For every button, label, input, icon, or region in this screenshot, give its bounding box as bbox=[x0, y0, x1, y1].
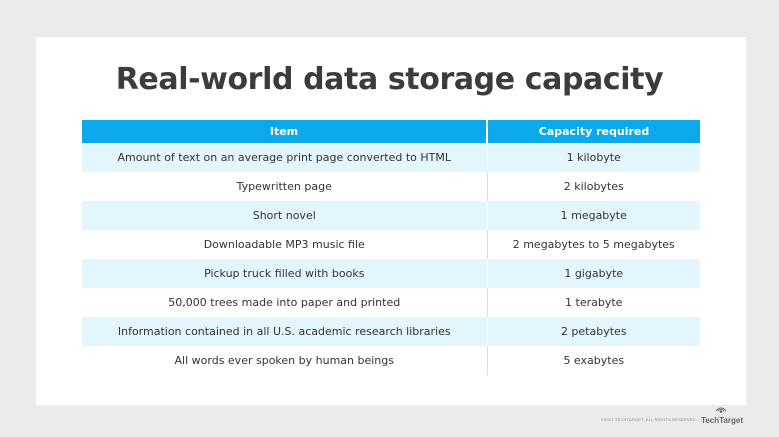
table-row: Amount of text on an average print page … bbox=[82, 143, 700, 172]
capacity-cell: 2 petabytes bbox=[486, 317, 700, 346]
table-row: Pickup truck filled with books 1 gigabyt… bbox=[82, 259, 700, 288]
table-row: Downloadable MP3 music file 2 megabytes … bbox=[82, 230, 700, 259]
footer: ©2017 TechTarget. All rights reserved. T… bbox=[600, 407, 743, 425]
table-row: All words ever spoken by human beings 5 … bbox=[82, 346, 700, 375]
table-row: Typewritten page 2 kilobytes bbox=[82, 172, 700, 201]
capacity-cell: 2 megabytes to 5 megabytes bbox=[486, 230, 700, 259]
capacity-cell: 1 gigabyte bbox=[486, 259, 700, 288]
item-cell: Amount of text on an average print page … bbox=[82, 143, 487, 172]
column-header-capacity: Capacity required bbox=[486, 120, 700, 143]
table-row: Short novel 1 megabyte bbox=[82, 201, 700, 230]
capacity-cell: 1 kilobyte bbox=[486, 143, 700, 172]
capacity-cell: 1 terabyte bbox=[486, 288, 700, 317]
item-cell: Information contained in all U.S. academ… bbox=[82, 317, 487, 346]
capacity-cell: 1 megabyte bbox=[486, 201, 700, 230]
techtarget-eye-icon bbox=[715, 407, 727, 413]
item-cell: Pickup truck filled with books bbox=[82, 259, 487, 288]
table-header-row: Item Capacity required bbox=[82, 120, 700, 143]
storage-capacity-table: Item Capacity required Amount of text on… bbox=[82, 120, 700, 375]
techtarget-logo: TechTarget bbox=[701, 407, 743, 425]
item-cell: Downloadable MP3 music file bbox=[203, 238, 365, 251]
capacity-cell: 5 exabytes bbox=[486, 346, 700, 375]
capacity-cell: 2 kilobytes bbox=[486, 172, 700, 201]
table-row: Information contained in all U.S. academ… bbox=[82, 317, 700, 346]
logo-text: TechTarget bbox=[701, 416, 743, 425]
column-header-item: Item bbox=[82, 120, 487, 143]
item-cell: All words ever spoken by human beings bbox=[174, 354, 394, 367]
item-cell: Typewritten page bbox=[236, 180, 332, 193]
item-cell: 50,000 trees made into paper and printed bbox=[168, 296, 401, 309]
copyright-text: ©2017 TechTarget. All rights reserved. bbox=[600, 417, 698, 422]
page-title: Real-world data storage capacity bbox=[115, 62, 664, 97]
item-cell: Short novel bbox=[82, 201, 487, 230]
table-row: 50,000 trees made into paper and printed… bbox=[82, 288, 700, 317]
